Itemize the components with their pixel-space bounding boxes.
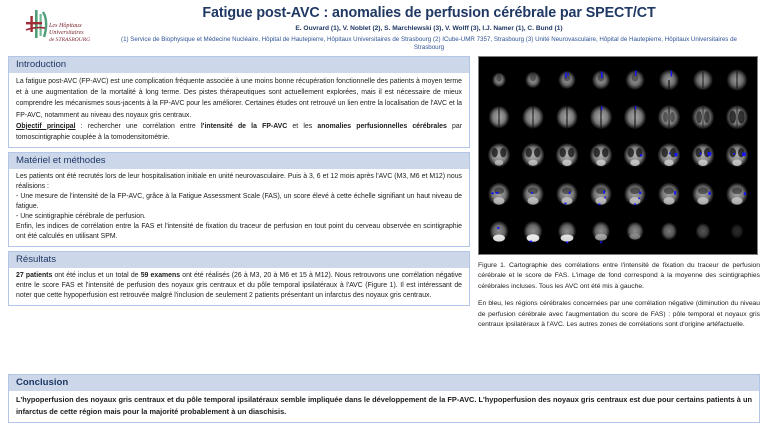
brain-slice xyxy=(550,60,584,98)
brain-slice xyxy=(516,136,550,174)
brain-slice xyxy=(720,60,754,98)
brain-slice xyxy=(720,213,754,251)
objective-bold-1: l'intensité de la FP-AVC xyxy=(200,122,288,130)
brain-slice xyxy=(720,175,754,213)
brain-slice xyxy=(550,175,584,213)
section-heading-introduction: Introduction xyxy=(9,57,469,73)
left-column: Introduction La fatigue post-AVC (FP-AVC… xyxy=(8,56,470,310)
objective-end: par tomoscintigraphie couplée à la tomod… xyxy=(16,122,462,141)
poster-header: Les Hôpitaux Universitaires de STRASBOUR… xyxy=(0,0,768,56)
results-text-1: ont été inclus et un total de xyxy=(52,272,141,280)
results-patient-count: 27 patients xyxy=(16,272,53,280)
brain-slice xyxy=(584,175,618,213)
results-paragraph-1: 27 patients ont été inclus et un total d… xyxy=(16,271,462,301)
intro-paragraph-1: La fatigue post-AVC (FP-AVC) est une com… xyxy=(16,77,462,119)
brain-slice-grid xyxy=(482,60,754,251)
logo-line-1: Les Hôpitaux xyxy=(48,23,82,29)
brain-slice xyxy=(516,60,550,98)
brain-slice xyxy=(482,213,516,251)
brain-slice xyxy=(652,98,686,136)
author-list: E. Ouvrard (1), V. Noblet (2), S. Marchl… xyxy=(295,25,563,33)
section-conclusion: Conclusion L'hypoperfusion des noyaux gr… xyxy=(8,374,760,423)
poster-body: Introduction La fatigue post-AVC (FP-AVC… xyxy=(0,56,768,372)
brain-slice xyxy=(482,98,516,136)
figure-caption-paragraph-2: En bleu, les régions cérébrales concerné… xyxy=(478,300,760,328)
section-introduction: Introduction La fatigue post-AVC (FP-AVC… xyxy=(8,56,470,149)
brain-slice xyxy=(720,98,754,136)
affiliation-list: (1) Service de Biophysique et Médecine N… xyxy=(121,35,737,51)
section-heading-conclusion: Conclusion xyxy=(9,375,759,391)
brain-slice xyxy=(584,98,618,136)
brain-slice xyxy=(550,213,584,251)
logo-mark xyxy=(25,10,48,38)
brain-slice xyxy=(618,175,652,213)
right-column: Figure 1. Cartographie des corrélations … xyxy=(478,56,760,330)
page-title: Fatigue post-AVC : anomalies de perfusio… xyxy=(202,5,656,21)
brain-slice xyxy=(482,175,516,213)
brain-slice xyxy=(516,213,550,251)
brain-slice xyxy=(584,136,618,174)
brain-slice xyxy=(584,213,618,251)
section-body-introduction: La fatigue post-AVC (FP-AVC) est une com… xyxy=(9,73,469,147)
logo-line-2: Universitaires xyxy=(49,30,84,36)
objective-label: Objectif principal xyxy=(16,122,76,130)
objective-bold-2: anomalies perfusionnelles cérébrales xyxy=(317,122,447,130)
hopitaux-universitaires-strasbourg-logo: Les Hôpitaux Universitaires de STRASBOUR… xyxy=(18,8,102,48)
brain-slice xyxy=(686,175,720,213)
section-heading-results: Résultats xyxy=(9,252,469,269)
brain-slice xyxy=(482,136,516,174)
objective-mid: et les xyxy=(287,122,318,130)
methods-paragraph-4: Enfin, les indices de corrélation entre … xyxy=(16,223,462,241)
figure-caption-paragraph-1: Figure 1. Cartographie des corrélations … xyxy=(478,262,760,290)
section-body-conclusion: L'hypoperfusion des noyaux gris centraux… xyxy=(9,391,759,422)
section-body-results: 27 patients ont été inclus et un total d… xyxy=(9,268,469,305)
conclusion-paragraph-1: L'hypoperfusion des noyaux gris centraux… xyxy=(16,394,752,416)
brain-slice xyxy=(652,136,686,174)
brain-slice xyxy=(686,60,720,98)
brain-slice xyxy=(686,213,720,251)
brain-slice xyxy=(516,98,550,136)
brain-slice xyxy=(482,60,516,98)
intro-objective: Objectif principal : rechercher une corr… xyxy=(16,121,462,143)
methods-paragraph-2: - Une mesure de l'intensité de la FP-AVC… xyxy=(16,193,462,211)
brain-slice xyxy=(618,136,652,174)
spect-ct-correlation-map xyxy=(478,56,758,255)
section-heading-methods: Matériel et méthodes xyxy=(9,153,469,170)
brain-slice xyxy=(618,213,652,251)
brain-slice xyxy=(550,98,584,136)
brain-slice xyxy=(550,136,584,174)
brain-slice xyxy=(618,98,652,136)
brain-slice xyxy=(720,136,754,174)
methods-paragraph-3: - Une scintigraphie cérébrale de perfusi… xyxy=(16,213,146,221)
section-methods: Matériel et méthodes Les patients ont ét… xyxy=(8,152,470,248)
header-text-block: Fatigue post-AVC : anomalies de perfusio… xyxy=(8,5,760,52)
logo-line-3: de STRASBOURG xyxy=(49,37,90,43)
brain-slice xyxy=(686,98,720,136)
brain-slice xyxy=(618,60,652,98)
brain-slice xyxy=(652,60,686,98)
results-text-2: ont été réalisés (26 à M3, 20 à M6 et 15… xyxy=(16,272,462,300)
brain-slice xyxy=(516,175,550,213)
brain-slice xyxy=(652,175,686,213)
section-results: Résultats 27 patients ont été inclus et … xyxy=(8,251,470,307)
objective-sep: : rechercher une corrélation entre xyxy=(75,122,201,130)
section-body-methods: Les patients ont été recrutés lors de le… xyxy=(9,169,469,246)
brain-slice xyxy=(652,213,686,251)
results-exam-count: 59 examens xyxy=(140,272,181,280)
figure-caption: Figure 1. Cartographie des corrélations … xyxy=(478,261,760,330)
methods-paragraph-1: Les patients ont été recrutés lors de le… xyxy=(16,173,462,191)
brain-slice xyxy=(686,136,720,174)
brain-slice xyxy=(584,60,618,98)
